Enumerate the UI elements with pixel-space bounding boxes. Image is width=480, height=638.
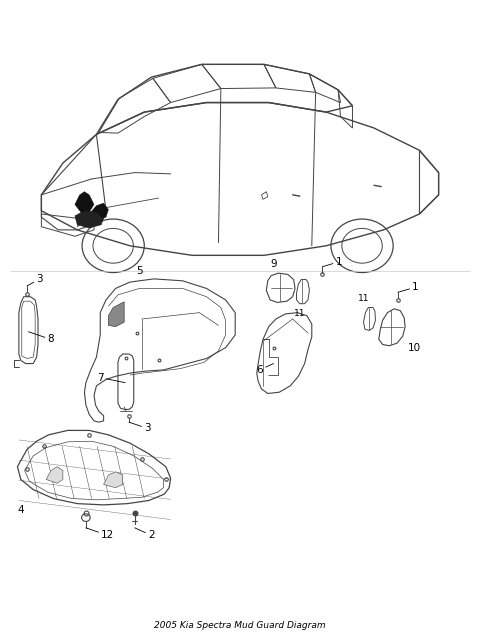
Text: 4: 4 <box>17 505 24 515</box>
Text: 1: 1 <box>323 256 342 267</box>
Text: 2: 2 <box>135 528 155 540</box>
Polygon shape <box>46 466 63 483</box>
Text: 7: 7 <box>97 373 125 383</box>
Text: 1: 1 <box>398 282 419 292</box>
Polygon shape <box>108 302 124 327</box>
Text: 8: 8 <box>28 332 54 345</box>
Text: 10: 10 <box>408 343 420 353</box>
Polygon shape <box>89 203 108 220</box>
Text: 2005 Kia Spectra Mud Guard Diagram: 2005 Kia Spectra Mud Guard Diagram <box>154 621 326 630</box>
Text: 5: 5 <box>136 265 143 276</box>
Text: 9: 9 <box>270 259 277 269</box>
Text: 3: 3 <box>129 422 151 433</box>
Polygon shape <box>75 191 94 214</box>
Text: 3: 3 <box>27 274 43 286</box>
Text: 11: 11 <box>294 309 306 318</box>
Text: 12: 12 <box>86 528 114 540</box>
Polygon shape <box>104 471 123 487</box>
Polygon shape <box>75 211 104 228</box>
Text: 11: 11 <box>358 294 369 303</box>
Text: 6: 6 <box>256 364 274 375</box>
